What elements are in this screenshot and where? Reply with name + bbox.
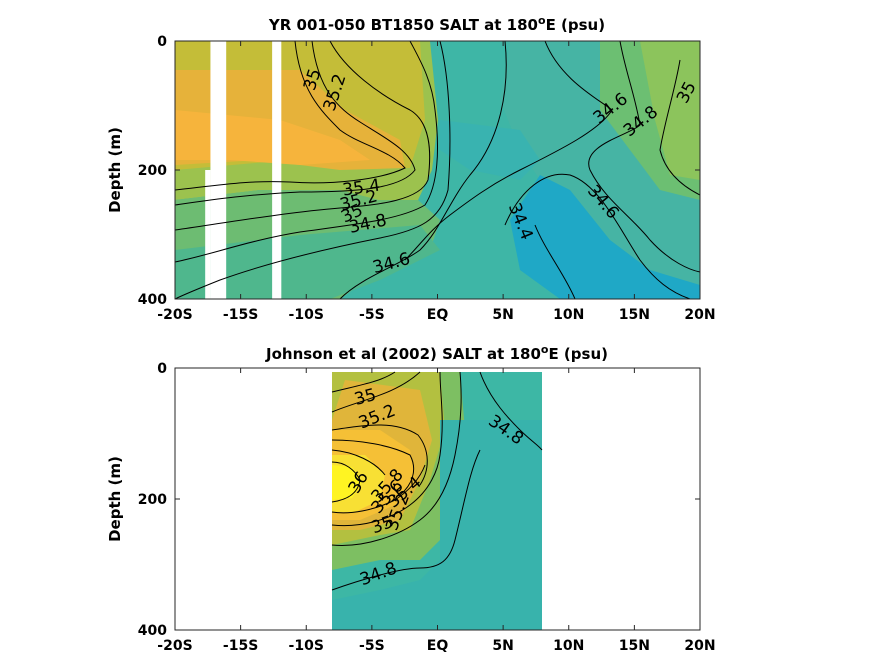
x-tick-label: EQ	[427, 307, 449, 323]
field-band	[640, 41, 700, 180]
x-tick-label: 10N	[553, 638, 584, 654]
y-tick-label: 400	[138, 292, 167, 308]
x-tick-label: -10S	[289, 638, 324, 654]
field-band	[440, 120, 540, 180]
y-tick-label: 0	[157, 34, 167, 50]
field-band	[510, 175, 700, 299]
contour-line	[659, 59, 700, 196]
contours-bottom	[331, 371, 543, 591]
contour-line	[331, 449, 481, 591]
x-tick-label: -20S	[157, 307, 192, 323]
contour-line	[504, 173, 691, 299]
contour-line	[175, 41, 431, 231]
x-tick-label: 20N	[684, 638, 715, 654]
x-tick-label: -15S	[223, 307, 258, 323]
contour-line	[331, 371, 443, 527]
y-tick-label: 400	[138, 623, 167, 639]
contour-line	[588, 41, 700, 273]
x-tick-label: 5N	[492, 638, 513, 654]
y-tick-label: 200	[138, 163, 167, 179]
contour-line	[331, 464, 426, 514]
contour-line	[331, 371, 396, 393]
x-tick-label: -5S	[359, 638, 385, 654]
title-top: YR 001-050 BT1850 SALT at 180oE (psu)	[268, 14, 605, 34]
field-band	[332, 420, 542, 630]
contour-line	[331, 371, 421, 413]
data-gap	[205, 170, 211, 299]
contour-line	[175, 41, 451, 299]
y-tick-label: 0	[157, 361, 167, 377]
panel-bottom: Johnson et al (2002) SALT at 180oE (psu)	[106, 343, 716, 654]
contour-line	[331, 371, 462, 546]
contour-line	[339, 41, 507, 299]
contour-line	[479, 371, 543, 451]
data-gap	[272, 41, 282, 299]
x-tick-label: 5N	[492, 307, 513, 323]
contour-line	[331, 449, 386, 476]
x-tick-label: -5S	[359, 307, 385, 323]
x-tick-label: -10S	[289, 307, 324, 323]
panel-top: YR 001-050 BT1850 SALT at 180oE (psu)	[106, 14, 716, 323]
data-gap	[210, 41, 227, 299]
y-tick-label: 200	[138, 492, 167, 508]
x-tick-label: 20N	[684, 307, 715, 323]
x-tick-label: EQ	[427, 638, 449, 654]
x-tick-label: 15N	[619, 638, 650, 654]
contour-line	[175, 41, 416, 206]
ylabel-bottom: Depth (m)	[106, 456, 124, 542]
x-tick-label: -15S	[223, 638, 258, 654]
contour-line	[175, 41, 406, 191]
contour-line	[534, 224, 576, 299]
field-band	[175, 225, 440, 299]
contours-top	[175, 41, 700, 299]
field-band	[332, 465, 362, 500]
ylabel-top: Depth (m)	[106, 127, 124, 213]
x-tick-label: 15N	[619, 307, 650, 323]
contour-line	[331, 424, 428, 486]
title-bottom: Johnson et al (2002) SALT at 180oE (psu)	[265, 343, 608, 363]
contour-line	[331, 461, 361, 503]
contour-line	[404, 41, 613, 261]
x-tick-label: -20S	[157, 638, 192, 654]
contour-line	[175, 41, 439, 263]
contour-line	[331, 439, 415, 496]
x-tick-label: 10N	[553, 307, 584, 323]
